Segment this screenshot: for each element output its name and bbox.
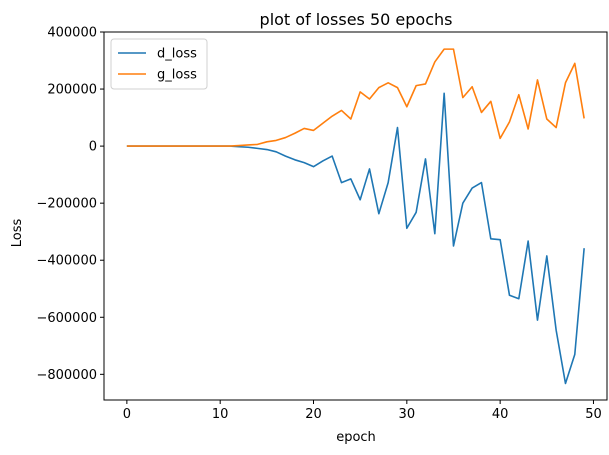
legend-label-g_loss: g_loss bbox=[157, 68, 197, 83]
y-tick-label: −400000 bbox=[36, 254, 97, 269]
y-tick-label: 0 bbox=[89, 140, 97, 155]
y-tick-label: −200000 bbox=[36, 197, 97, 212]
y-tick-label: −800000 bbox=[36, 368, 97, 383]
y-tick-label: 200000 bbox=[47, 83, 97, 98]
x-axis: 0 10 20 30 40 50 bbox=[123, 400, 602, 422]
y-tick-label: 400000 bbox=[47, 26, 97, 41]
x-axis-label: epoch bbox=[336, 430, 376, 445]
plot-area bbox=[103, 31, 608, 401]
x-tick-label: 0 bbox=[123, 407, 131, 422]
legend: d_loss g_loss bbox=[110, 38, 208, 90]
y-tick-label: −600000 bbox=[36, 311, 97, 326]
x-tick-label: 20 bbox=[305, 407, 322, 422]
series-line-g_loss bbox=[126, 48, 585, 147]
plot-frame bbox=[103, 31, 608, 401]
chart-title: plot of losses 50 epochs bbox=[260, 10, 453, 29]
x-tick-label: 10 bbox=[212, 407, 229, 422]
x-tick-label: 40 bbox=[492, 407, 509, 422]
x-tick-label: 50 bbox=[585, 407, 602, 422]
legend-label-d_loss: d_loss bbox=[157, 47, 197, 62]
y-axis: 400000 200000 0 −200000 −400000 −600000 −80000… bbox=[36, 26, 104, 383]
legend-box bbox=[110, 38, 208, 90]
y-axis-label: Loss bbox=[10, 219, 25, 248]
x-tick-label: 30 bbox=[399, 407, 416, 422]
